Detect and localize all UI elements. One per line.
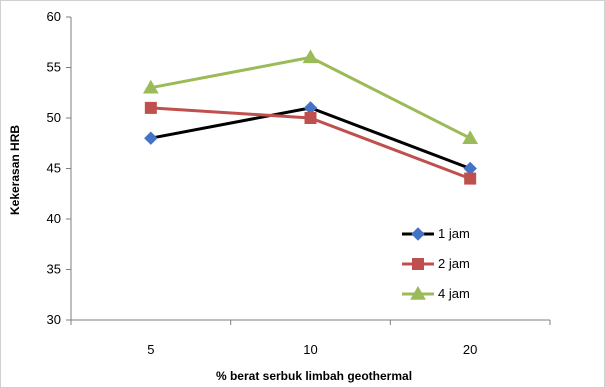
legend-label: 4 jam [438, 286, 470, 301]
legend-label: 2 jam [438, 256, 470, 271]
legend-marker [412, 258, 424, 270]
data-point [142, 79, 159, 94]
x-axis-title: % berat serbuk limbah geothermal [216, 369, 412, 383]
legend: 1 jam 2 jam 4 jam [402, 226, 470, 301]
series-1-jam [144, 101, 477, 176]
y-tick-label: 40 [47, 211, 61, 226]
y-axis-title: Kekerasan HRB [8, 125, 22, 215]
x-tick-label: 20 [463, 342, 477, 357]
series-line [150, 55, 471, 140]
y-tick-label: 35 [47, 262, 61, 277]
series-2-jam [144, 101, 477, 185]
data-point [464, 172, 477, 185]
x-axis-ticks: 5 10 20 [70, 320, 551, 357]
y-tick-label: 60 [47, 9, 61, 24]
legend-label: 1 jam [438, 226, 470, 241]
y-axis-ticks: 30 35 40 45 50 55 60 [47, 9, 71, 327]
x-tick-label: 5 [147, 342, 154, 357]
series-layer [142, 49, 479, 185]
y-tick-label: 30 [47, 312, 61, 327]
legend-item: 4 jam [402, 285, 470, 301]
y-tick-label: 55 [47, 60, 61, 75]
data-point [304, 112, 317, 124]
legend-marker [410, 285, 426, 300]
data-point [462, 130, 479, 144]
y-tick-label: 50 [47, 110, 61, 125]
legend-marker [411, 227, 425, 241]
x-tick-label: 10 [303, 342, 317, 357]
legend-item: 1 jam [402, 226, 470, 241]
data-point [302, 49, 319, 64]
data-point [144, 101, 157, 114]
legend-item: 2 jam [402, 256, 470, 271]
y-tick-label: 45 [47, 161, 61, 176]
series-4-jam [142, 49, 479, 144]
data-point [144, 131, 158, 145]
